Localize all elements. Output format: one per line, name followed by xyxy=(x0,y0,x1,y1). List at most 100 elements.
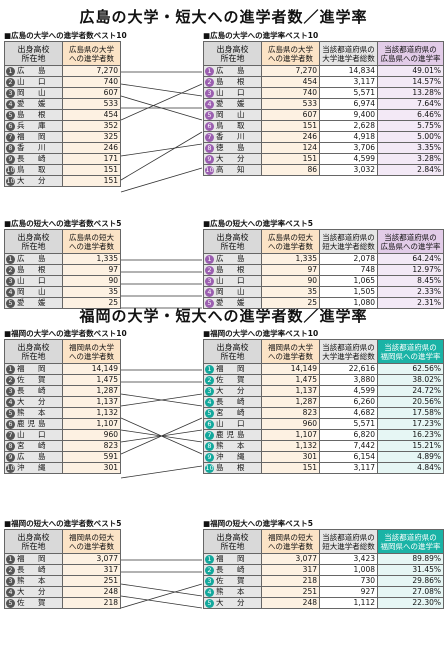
prefecture-name: 沖 縄 xyxy=(216,452,248,462)
value-cell: 3,077 xyxy=(62,553,121,565)
value-cell: 151 xyxy=(261,120,320,132)
rank-badge: 4 xyxy=(6,287,15,297)
value-cell: 218 xyxy=(62,597,121,609)
rank-badge: 2 xyxy=(6,375,15,385)
connector-line xyxy=(120,83,203,121)
prefecture-name: 山 口 xyxy=(216,88,248,98)
value-cell: 218 xyxy=(261,575,320,587)
prefecture-name: 愛 媛 xyxy=(17,298,49,308)
prefecture-cell: 10 島 根 xyxy=(203,462,262,474)
value-cell: 151 xyxy=(261,153,320,165)
value-cell: 7.64% xyxy=(377,98,444,110)
rank-badge: 8 xyxy=(6,441,15,451)
prefecture-name: 山 口 xyxy=(216,276,248,286)
rank-badge: 7 xyxy=(6,132,15,142)
value-cell: 3,423 xyxy=(319,553,378,565)
prefecture-name: 長 崎 xyxy=(17,565,49,575)
value-cell: 2,628 xyxy=(319,120,378,132)
prefecture-name: 徳 島 xyxy=(216,143,248,153)
rank-badge: 1 xyxy=(205,66,214,76)
prefecture-name: 山 口 xyxy=(216,419,248,429)
value-cell: 317 xyxy=(261,564,320,576)
value-cell: 1,137 xyxy=(261,385,320,397)
prefecture-name: 広 島 xyxy=(17,254,49,264)
rank-badge: 5 xyxy=(205,408,214,418)
value-cell: 301 xyxy=(261,451,320,463)
column-header: 出身高校 所在地 xyxy=(203,529,262,554)
table-caption: ■福岡の短大への進学率ベスト5 xyxy=(203,519,313,528)
value-cell: 1,137 xyxy=(62,396,121,408)
hiroshima-title: 広島の大学・短大への進学者数／進学率 xyxy=(79,8,368,26)
prefecture-name: 福 岡 xyxy=(216,554,248,564)
prefecture-name: 愛 媛 xyxy=(216,298,248,308)
value-cell: 17.23% xyxy=(377,418,444,430)
value-cell: 89.89% xyxy=(377,553,444,565)
value-cell: 5,571 xyxy=(319,87,378,99)
value-cell: 27.08% xyxy=(377,586,444,598)
value-cell: 1,287 xyxy=(261,396,320,408)
value-cell: 251 xyxy=(261,586,320,598)
connector-line xyxy=(120,393,203,407)
rank-badge: 1 xyxy=(6,254,15,264)
rank-badge: 6 xyxy=(6,121,15,131)
column-header: 当該都道府県の 広島県への進学率 xyxy=(377,229,444,254)
table-caption: ■広島の短大への進学率ベスト5 xyxy=(203,219,313,228)
prefecture-name: 広 島 xyxy=(216,66,248,76)
prefecture-name: 大 分 xyxy=(17,176,49,186)
value-cell: 64.24% xyxy=(377,253,444,265)
prefecture-name: 宮 崎 xyxy=(17,441,49,451)
value-cell: 14,834 xyxy=(319,65,378,77)
value-cell: 3,706 xyxy=(319,142,378,154)
rank-badge: 3 xyxy=(205,88,214,98)
fukuoka-univ-rate-table: ■福岡の大学への進学率ベスト10 出身高校 所在地 福岡県の大学 への進学者数 当該都道府… xyxy=(203,328,444,474)
connector-line xyxy=(120,131,203,181)
prefecture-name: 鳥 取 xyxy=(216,121,248,131)
column-header: 福岡県の大学 への進学者数 xyxy=(62,339,121,364)
rank-badge: 1 xyxy=(205,364,214,374)
table-caption: ■福岡の大学への進学率ベスト10 xyxy=(203,329,319,338)
rank-badge: 8 xyxy=(205,441,214,451)
rank-badge: 3 xyxy=(6,88,15,98)
value-cell: 1,132 xyxy=(261,440,320,452)
rank-badge: 5 xyxy=(6,598,15,608)
prefecture-name: 福 岡 xyxy=(17,364,49,374)
value-cell: 823 xyxy=(62,440,121,452)
prefecture-name: 熊 本 xyxy=(216,441,248,451)
connector-line xyxy=(120,417,203,455)
value-cell: 24.72% xyxy=(377,385,444,397)
value-cell: 4,682 xyxy=(319,407,378,419)
rank-badge: 7 xyxy=(6,430,15,440)
value-cell: 1,107 xyxy=(261,429,320,441)
rank-badge: 1 xyxy=(6,554,15,564)
fukuoka-title: 福岡の大学・短大への進学者数／進学率 xyxy=(79,307,368,325)
value-cell: 4,599 xyxy=(319,153,378,165)
rank-badge: 3 xyxy=(6,276,15,286)
rank-badge: 6 xyxy=(205,121,214,131)
rank-badge: 10 xyxy=(6,165,15,175)
rank-badge: 2 xyxy=(205,375,214,385)
value-cell: 1,335 xyxy=(62,253,121,265)
rank-badge: 10 xyxy=(205,463,214,473)
prefecture-name: 島 根 xyxy=(216,77,248,87)
